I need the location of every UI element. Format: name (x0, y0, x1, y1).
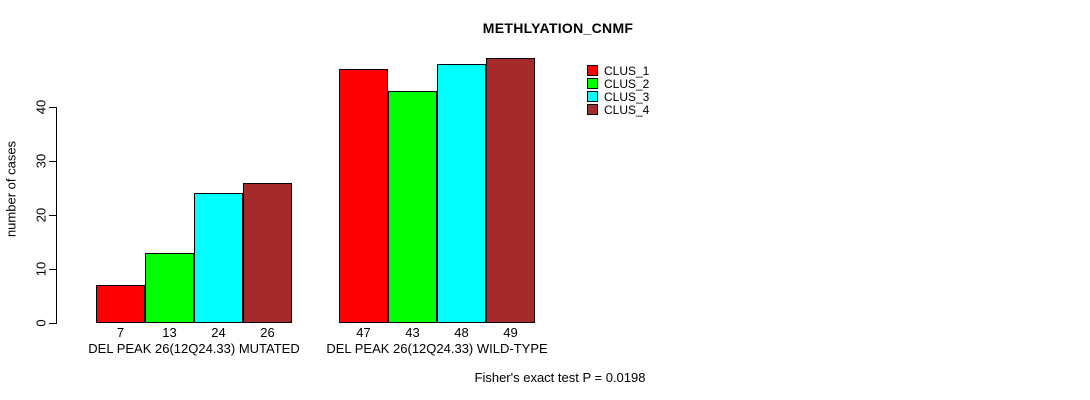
bar-value-label: 49 (503, 325, 518, 340)
bar-clus_2 (388, 91, 437, 323)
bar-value-label: 48 (454, 325, 469, 340)
y-axis-tick-label: 0 (33, 319, 49, 327)
bar-clus_3 (194, 193, 243, 323)
chart-title: METHLYATION_CNMF (482, 20, 634, 36)
y-axis-tick (49, 269, 56, 270)
footer-annotation: Fisher's exact test P = 0.0198 (474, 370, 646, 385)
legend-label: CLUS_4 (604, 102, 650, 117)
bar-value-label: 47 (356, 325, 371, 340)
bar-clus_4 (243, 183, 292, 323)
y-axis-title: number of cases (3, 140, 19, 238)
legend-swatch-icon (587, 65, 598, 76)
y-axis-tick-label: 40 (33, 99, 49, 115)
group-label: DEL PEAK 26(12Q24.33) MUTATED (88, 341, 300, 356)
y-axis-line (56, 107, 57, 324)
legend-item-clus_2: CLUS_2 (587, 77, 649, 90)
bar-clus_4 (486, 58, 535, 323)
y-axis-tick-label: 30 (33, 153, 49, 169)
y-axis-tick (49, 161, 56, 162)
group-label: DEL PEAK 26(12Q24.33) WILD-TYPE (326, 341, 548, 356)
y-axis-tick (49, 107, 56, 108)
bar-value-label: 24 (211, 325, 226, 340)
legend-swatch-icon (587, 91, 598, 102)
bar-clus_1 (339, 69, 388, 323)
legend: CLUS_1 CLUS_2 CLUS_3 CLUS_4 (587, 64, 649, 116)
legend-label: CLUS_3 (604, 89, 650, 104)
bar-clus_3 (437, 64, 486, 323)
y-axis-tick-label: 20 (33, 207, 49, 223)
legend-swatch-icon (587, 104, 598, 115)
bar-value-label: 7 (116, 325, 125, 340)
bar-clus_2 (145, 253, 194, 323)
legend-item-clus_4: CLUS_4 (587, 103, 649, 116)
legend-swatch-icon (587, 78, 598, 89)
y-axis-tick-label: 10 (33, 261, 49, 277)
bar-value-label: 13 (162, 325, 177, 340)
legend-label: CLUS_2 (604, 76, 650, 91)
legend-label: CLUS_1 (604, 63, 650, 78)
y-axis-tick (49, 323, 56, 324)
legend-item-clus_3: CLUS_3 (587, 90, 649, 103)
bar-value-label: 26 (260, 325, 275, 340)
y-axis-tick (49, 215, 56, 216)
legend-item-clus_1: CLUS_1 (587, 64, 649, 77)
bar-clus_1 (96, 285, 145, 323)
bar-value-label: 43 (405, 325, 420, 340)
